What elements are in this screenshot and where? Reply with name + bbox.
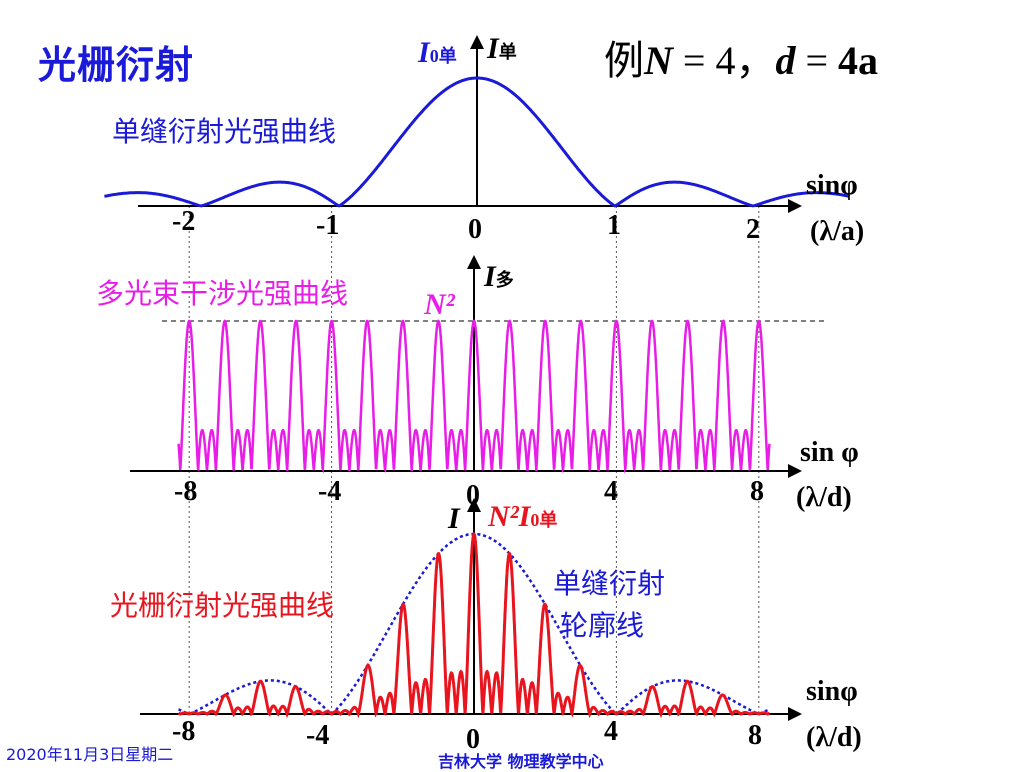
slide-title: 光栅衍射 xyxy=(38,43,195,87)
p1-tick-label: -1 xyxy=(316,210,340,241)
p2-tick-label: -4 xyxy=(318,476,342,507)
p3-tick-label: 4 xyxy=(604,716,618,747)
p2-peak-label: N² xyxy=(424,288,455,321)
example-condition: 例N = 4，d = 4a xyxy=(604,28,878,86)
single-slit-curve xyxy=(104,76,850,208)
p3-tick-label: 0 xyxy=(466,724,480,755)
p1-curve-label: 单缝衍射光强曲线 xyxy=(112,115,337,148)
p1-peak-label: I0单 xyxy=(418,36,457,69)
p3-envelope-label-line1: 单缝衍射 xyxy=(553,567,666,600)
example-N: N xyxy=(644,38,673,83)
p2-tick-label: -8 xyxy=(174,476,198,507)
p1-unit-label: (λ/a) xyxy=(810,216,865,247)
p1-y-axis-label: I单 xyxy=(487,32,517,65)
p1-tick-label: 2 xyxy=(746,214,760,245)
p1-tick-label: 0 xyxy=(468,214,482,245)
p2-x-axis-label: sin φ xyxy=(800,437,859,468)
p1-tick-label: 1 xyxy=(607,210,621,241)
example-prefix: 例 xyxy=(604,38,644,83)
example-eq2: = xyxy=(795,38,839,83)
panel-grating xyxy=(140,498,802,721)
footer-org: 吉林大学 物理教学中心 xyxy=(438,752,604,771)
multi-beam-curve xyxy=(177,319,771,474)
p3-tick-label: -8 xyxy=(172,716,196,747)
p2-y-axis-label: I多 xyxy=(484,260,514,293)
p3-tick-label: -4 xyxy=(306,720,330,751)
panel-single-slit xyxy=(104,35,850,213)
p3-peak-label: N²I0单 xyxy=(488,500,558,533)
p2-tick-label: 8 xyxy=(750,476,764,507)
p2-tick-label: 0 xyxy=(466,480,480,511)
panel-multi-beam xyxy=(130,255,826,478)
example-d: d xyxy=(775,38,796,83)
example-rhs: 4a xyxy=(838,38,879,83)
p3-tick-label: 8 xyxy=(748,720,762,751)
p3-curve-label: 光栅衍射光强曲线 xyxy=(110,589,335,622)
p3-envelope-label-line2: 轮廓线 xyxy=(560,609,645,642)
footer-date: 2020年11月3日星期二 xyxy=(6,745,174,764)
p3-unit-label: (λ/d) xyxy=(806,722,862,753)
p3-x-axis-label: sinφ xyxy=(806,676,858,707)
p2-unit-label: (λ/d) xyxy=(796,482,852,513)
p3-y-axis-label: I xyxy=(448,502,460,535)
grating-curve xyxy=(178,531,770,719)
p1-tick-label: -2 xyxy=(172,206,196,237)
example-eq1: = 4， xyxy=(672,38,776,83)
p1-x-axis-label: sinφ xyxy=(806,170,858,201)
p2-curve-label: 多光束干涉光强曲线 xyxy=(96,277,349,310)
p2-tick-label: 4 xyxy=(604,476,618,507)
